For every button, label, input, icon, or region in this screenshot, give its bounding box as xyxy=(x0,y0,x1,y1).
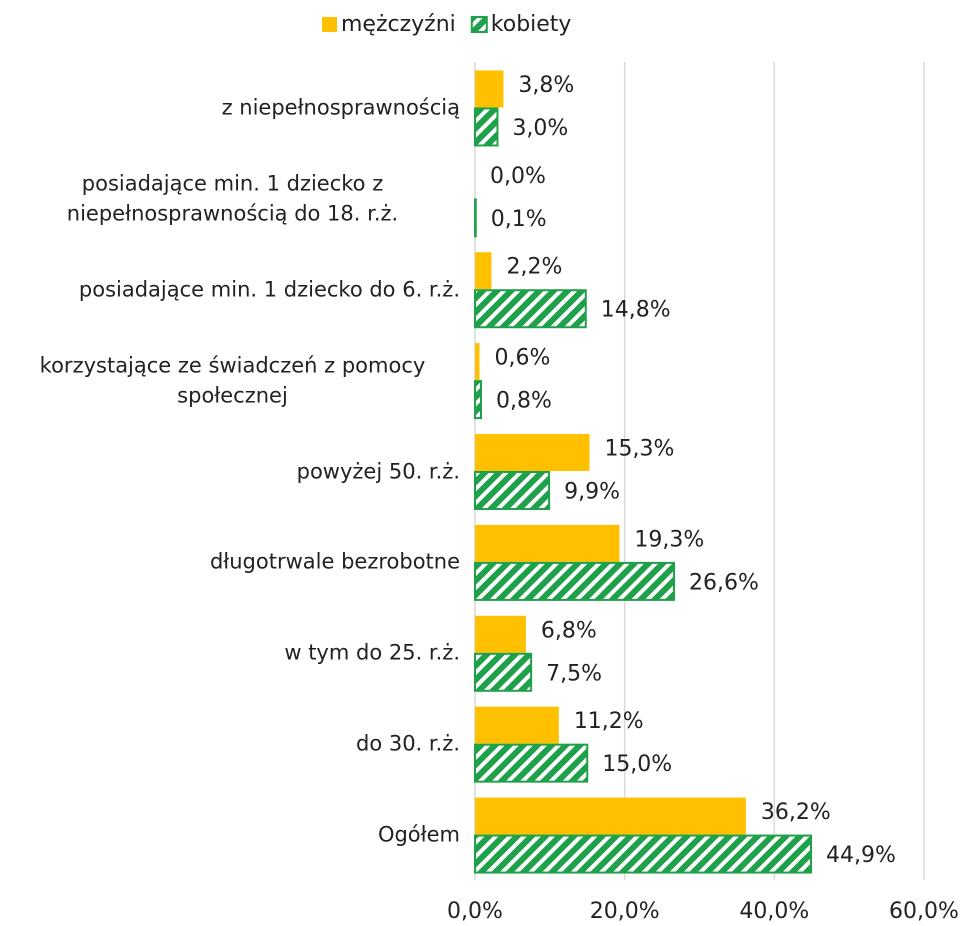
bar xyxy=(475,706,559,744)
category-label: w tym do 25. r.ż. xyxy=(5,607,460,698)
value-label: 3,0% xyxy=(512,116,568,141)
category-label: długotrwale bezrobotne xyxy=(5,516,460,607)
value-label: 2,2% xyxy=(506,255,562,280)
x-tick-label: 40,0% xyxy=(739,899,809,924)
bar xyxy=(475,70,504,108)
category-label: do 30. r.ż. xyxy=(5,698,460,789)
category-label: korzystające ze świadczeń z pomocy społe… xyxy=(5,335,460,426)
legend-swatch xyxy=(470,16,488,33)
category-text: posiadające min. 1 dziecko do 6. r.ż. xyxy=(78,277,460,302)
bar xyxy=(474,561,676,601)
bar xyxy=(474,198,477,238)
value-label: 15,3% xyxy=(604,437,674,462)
bar xyxy=(474,380,482,420)
category-text: w tym do 25. r.ż. xyxy=(284,640,460,665)
value-label: 6,8% xyxy=(541,618,597,643)
value-label: 36,2% xyxy=(761,800,831,825)
bar xyxy=(474,471,551,510)
legend-label: mężczyźni xyxy=(341,12,456,37)
legend-label: kobiety xyxy=(491,12,572,37)
value-label: 15,0% xyxy=(602,752,672,777)
bar xyxy=(474,107,499,147)
value-label: 14,8% xyxy=(601,298,671,323)
category-label: powyżej 50. r.ż. xyxy=(5,426,460,517)
bar xyxy=(475,615,526,653)
value-label: 0,8% xyxy=(496,389,552,414)
value-label: 3,8% xyxy=(518,73,574,98)
category-text: korzystające ze świadczeń z pomocy społe… xyxy=(39,353,426,408)
value-label: 0,0% xyxy=(490,164,546,189)
bar xyxy=(475,434,590,471)
value-label: 7,5% xyxy=(546,661,602,686)
value-label: 11,2% xyxy=(574,709,644,734)
value-label: 0,6% xyxy=(494,346,550,371)
category-text: Ogółem xyxy=(377,822,460,847)
value-label: 44,9% xyxy=(826,843,896,868)
x-tick-label: 60,0% xyxy=(889,899,959,924)
bar xyxy=(474,834,813,874)
x-tick-label: 20,0% xyxy=(590,899,660,924)
category-label: posiadające min. 1 dziecko z niepełnospr… xyxy=(5,153,460,244)
category-label: Ogółem xyxy=(5,789,460,880)
value-label: 19,3% xyxy=(634,527,704,552)
bar xyxy=(475,343,480,381)
category-text: posiadające min. 1 dziecko z niepełnospr… xyxy=(66,171,399,226)
category-label: z niepełnosprawnością xyxy=(5,62,460,153)
category-text: powyżej 50. r.ż. xyxy=(296,459,460,483)
value-label: 0,1% xyxy=(491,207,547,232)
legend-swatch xyxy=(322,17,337,32)
value-label: 26,6% xyxy=(689,570,759,595)
category-text: z niepełnosprawnością xyxy=(221,95,460,120)
bar xyxy=(475,797,746,835)
category-text: do 30. r.ż. xyxy=(355,731,460,756)
bar xyxy=(474,289,587,329)
bar xyxy=(475,252,492,290)
bar xyxy=(474,652,533,692)
bar xyxy=(475,524,620,562)
value-label: 9,9% xyxy=(564,480,620,505)
bar xyxy=(474,743,589,783)
category-label: posiadające min. 1 dziecko do 6. r.ż. xyxy=(5,244,460,335)
category-text: długotrwale bezrobotne xyxy=(209,549,460,574)
x-tick-label: 0,0% xyxy=(447,899,503,924)
